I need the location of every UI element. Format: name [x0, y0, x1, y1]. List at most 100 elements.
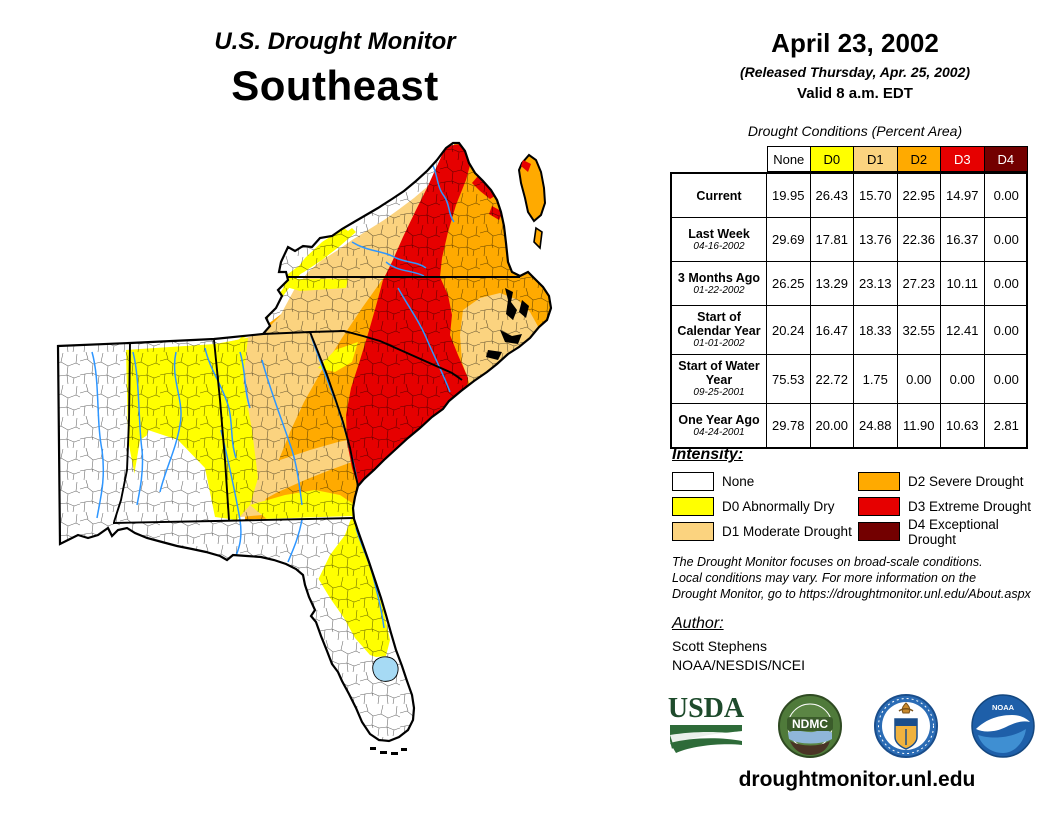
dm-table-body: Current 19.95 26.43 15.70 22.95 14.97 0.00 Last… [670, 172, 1028, 449]
svg-text:USDA: USDA [668, 693, 745, 724]
table-value-cell: 22.36 [897, 218, 941, 262]
table-value-cell: 22.72 [810, 355, 854, 404]
table-value-cell: 20.00 [811, 404, 854, 447]
footer-url: droughtmonitor.unl.edu [738, 768, 976, 791]
table-value-cell: 16.37 [941, 218, 985, 262]
disclaimer-line2: Local conditions may vary. For more info… [672, 571, 977, 585]
table-value-cell: 0.00 [984, 355, 1028, 404]
column-header-d2: D2 [897, 146, 941, 172]
table-row: 3 Months Ago 01-22-2002 26.25 13.29 23.13 27.… [672, 262, 1028, 306]
author-title: Author: [672, 615, 724, 632]
table-value-cell: 11.90 [898, 404, 941, 447]
legend-item: D4 Exceptional Drought [858, 516, 1044, 547]
svg-text:NDMC: NDMC [792, 717, 828, 731]
table-row: Start of Water Year 09-25-2001 75.53 22.72 1… [672, 355, 1028, 404]
coastline [56, 141, 553, 743]
author-org: NOAA/NESDIS/NCEI [672, 657, 806, 673]
legend-label: D1 Moderate Drought [722, 524, 852, 539]
table-row: Start of Calendar Year 01-01-2002 20.24 16.… [672, 306, 1028, 355]
column-header-none: None [767, 146, 811, 172]
table-value-cell: 10.11 [941, 262, 985, 306]
page-title: U.S. Drought Monitor [214, 28, 456, 55]
table-value-cell: 0.00 [984, 218, 1028, 262]
table-value-cell: 32.55 [897, 306, 941, 355]
southeast-map-svg [56, 141, 553, 755]
row-label: 3 Months Ago 01-22-2002 [672, 262, 767, 306]
table-value-cell: 29.78 [767, 404, 811, 447]
legend-swatch [858, 472, 900, 491]
noaa-logo: NOAA [971, 694, 1035, 758]
row-label: Current [672, 174, 767, 218]
agency-logos: USDA NDMC NOAA [666, 688, 1036, 764]
table-value-cell: 0.00 [941, 355, 985, 404]
legend-item: D1 Moderate Drought [672, 519, 858, 544]
legend-label: D0 Abnormally Dry [722, 499, 835, 514]
drought-conditions-table: None D0 D1 D2 D3 D4 Current 19.95 26.43 15.70 22.… [670, 146, 1028, 449]
dm-table-header: None D0 D1 D2 D3 D4 [670, 146, 1028, 172]
delmarva-peninsula [517, 153, 547, 250]
table-value-cell: 15.70 [854, 174, 898, 218]
legend-label: D4 Exceptional Drought [908, 516, 999, 547]
state-borders [112, 276, 520, 524]
table-value-cell: 0.00 [984, 262, 1028, 306]
legend-item: D2 Severe Drought [858, 469, 1044, 494]
table-value-cell: 12.41 [941, 306, 985, 355]
table-value-cell: 0.00 [984, 174, 1028, 218]
legend-swatch [672, 522, 714, 541]
table-value-cell: 14.97 [941, 174, 985, 218]
released-date: (Released Thursday, Apr. 25, 2002) [739, 64, 971, 80]
ndmc-logo: NDMC [777, 694, 842, 758]
disclaimer-line3: Drought Monitor, go to https://droughtmo… [672, 587, 1031, 601]
table-value-cell: 13.76 [854, 218, 898, 262]
svg-text:NOAA: NOAA [992, 703, 1015, 712]
table-row: Current 19.95 26.43 15.70 22.95 14.97 0.00 [672, 174, 1028, 218]
disclaimer-line1: The Drought Monitor focuses on broad-sca… [672, 555, 983, 569]
table-value-cell: 26.25 [767, 262, 811, 306]
table-value-cell: 23.13 [854, 262, 898, 306]
table-value-cell: 20.24 [767, 306, 811, 355]
table-value-cell: 22.95 [897, 174, 941, 218]
table-corner-cell [670, 146, 767, 172]
valid-time: Valid 8 a.m. EDT [797, 85, 913, 102]
column-header-d1: D1 [854, 146, 898, 172]
drought-map [48, 130, 614, 816]
table-value-cell: 24.88 [854, 404, 898, 447]
author-name: Scott Stephens [672, 638, 767, 654]
usda-logo: USDA [668, 693, 745, 753]
row-label: Last Week 04-16-2002 [672, 218, 767, 262]
legend-swatch [858, 522, 900, 541]
report-date: April 23, 2002 [771, 28, 939, 58]
row-label: One Year Ago 04-24-2001 [672, 404, 767, 447]
legend-item: D0 Abnormally Dry [672, 494, 858, 519]
table-value-cell: 18.33 [854, 306, 898, 355]
column-header-d0: D0 [810, 146, 854, 172]
legend-item: None [672, 469, 858, 494]
intensity-legend: None D0 Abnormally Dry D1 Moderate Drought… [672, 469, 1044, 547]
lake-okeechobee [372, 656, 399, 682]
table-row: Last Week 04-16-2002 29.69 17.81 13.76 22.36 1… [672, 218, 1028, 262]
table-value-cell: 17.81 [810, 218, 854, 262]
region-title: Southeast [231, 62, 439, 109]
legend-swatch [672, 497, 714, 516]
commerce-seal-logo [874, 694, 939, 758]
table-value-cell: 1.75 [854, 355, 898, 404]
disclaimer-text: The Drought Monitor focuses on broad-sca… [672, 554, 1052, 602]
legend-item: D3 Extreme Drought [858, 494, 1044, 519]
row-label: Start of Calendar Year 01-01-2002 [672, 306, 767, 355]
table-value-cell: 75.53 [767, 355, 811, 404]
table-row: One Year Ago 04-24-2001 29.78 20.00 24.88 11.… [672, 404, 1026, 447]
table-value-cell: 19.95 [767, 174, 811, 218]
table-value-cell: 0.00 [984, 306, 1028, 355]
table-value-cell: 0.00 [897, 355, 941, 404]
table-value-cell: 26.43 [810, 174, 854, 218]
legend-label: None [722, 474, 755, 489]
table-value-cell: 2.81 [993, 418, 1019, 433]
column-header-d3: D3 [941, 146, 985, 172]
table-value-cell: 10.63 [941, 404, 985, 447]
intensity-title: Intensity: [672, 446, 744, 463]
map-color-regions [58, 143, 551, 741]
column-header-d4: D4 [984, 146, 1028, 172]
legend-swatch [858, 497, 900, 516]
coastal-marsh [486, 288, 529, 360]
